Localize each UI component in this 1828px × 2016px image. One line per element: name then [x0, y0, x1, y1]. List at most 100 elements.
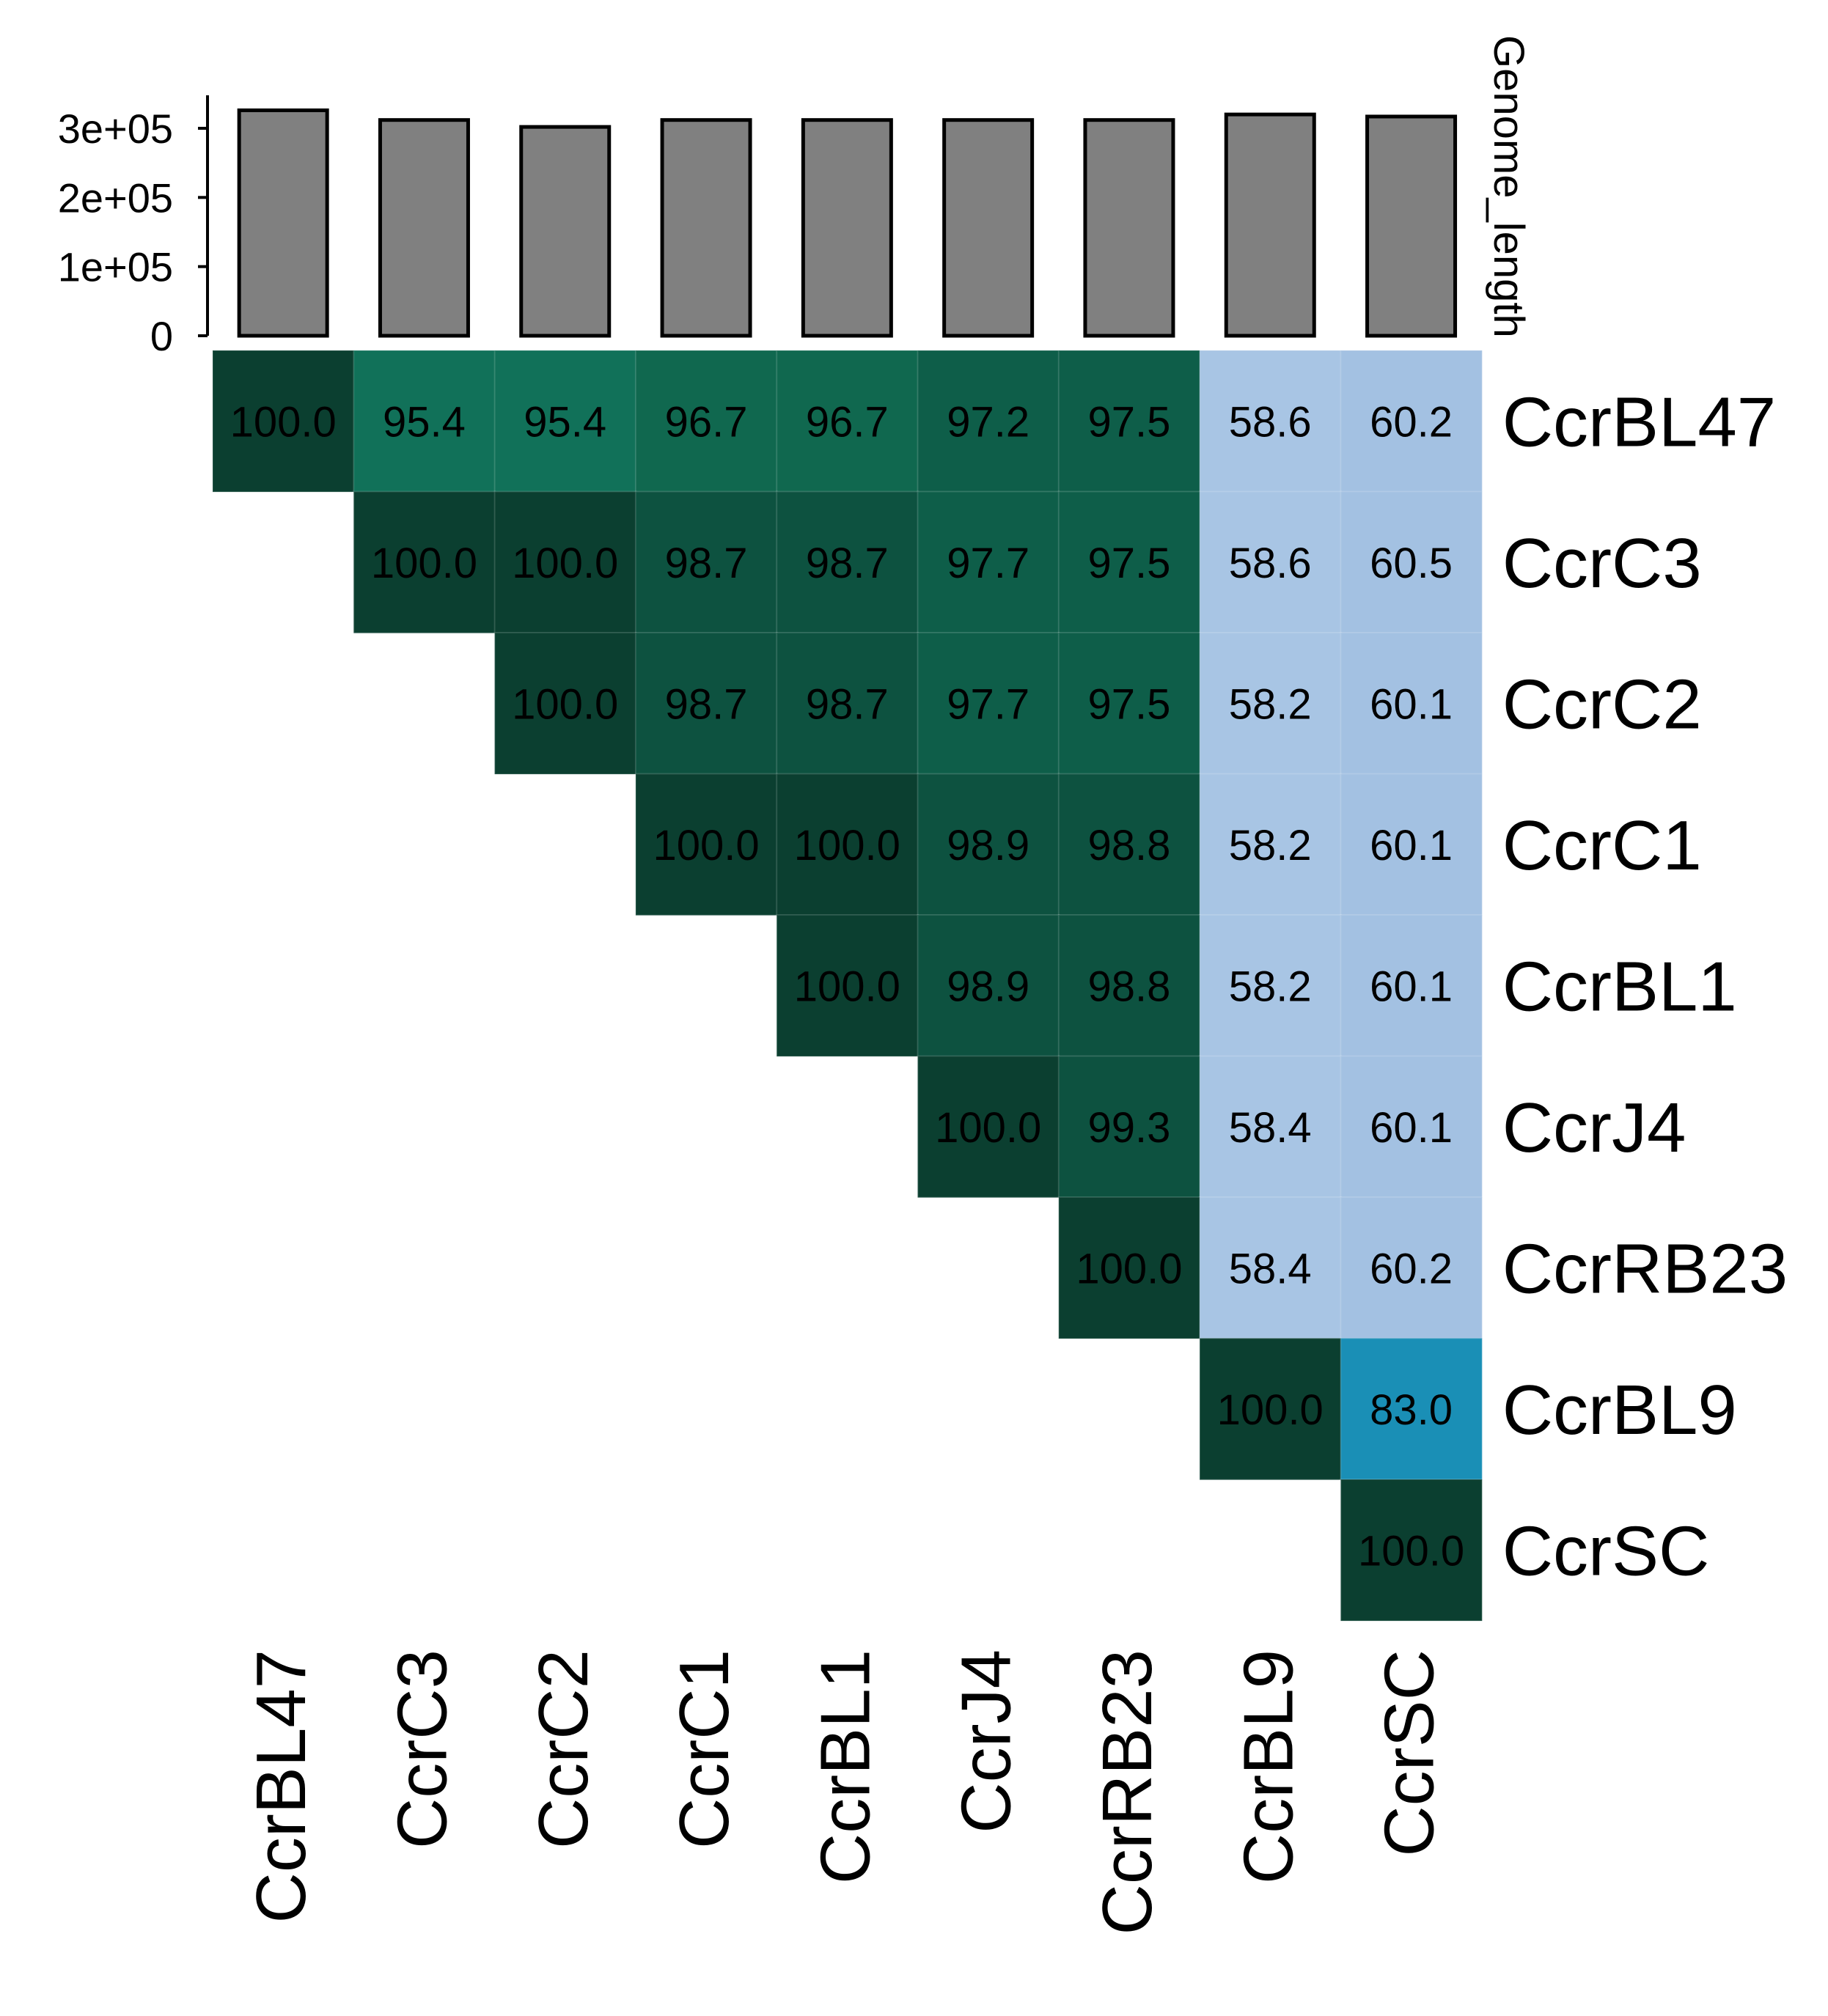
heatmap-cell [1057, 350, 1201, 493]
heatmap-cell [776, 350, 919, 493]
genome-length-bar [378, 118, 470, 338]
genome-length-bar [519, 125, 612, 338]
heatmap-cell-value: 58.2 [1229, 963, 1312, 1010]
heatmap-cell-value: 96.7 [806, 398, 889, 446]
heatmap-cell-value: 98.7 [806, 680, 889, 728]
genome-length-bar [660, 118, 752, 338]
heatmap-cell-value: 58.2 [1229, 822, 1312, 869]
heatmap-cell [1057, 490, 1201, 634]
heatmap-cell-value: 98.9 [947, 963, 1029, 1010]
heatmap-cell [1340, 632, 1483, 776]
genome-length-axis-title: Genome_length [1485, 35, 1532, 338]
heatmap-col-label: CcrSC [1370, 1649, 1449, 1857]
heatmap-cells: 100.0 95.4 95.4 96.7 96.7 97.2 97.5 58.6 60.2 100… [212, 350, 1483, 1622]
heatmap-cell-value: 58.6 [1229, 540, 1312, 587]
heatmap-col-label: CcrJ4 [947, 1649, 1026, 1833]
heatmap-cell [1340, 914, 1483, 1058]
heatmap-cell-value: 98.7 [806, 540, 889, 587]
heatmap-cell-value: 100.0 [935, 1104, 1041, 1152]
heatmap-cell-value: 60.1 [1370, 963, 1453, 1010]
heatmap-cell-value: 95.4 [524, 398, 606, 446]
heatmap-cell [1057, 773, 1201, 916]
heatmap-cell-value: 100.0 [230, 398, 337, 446]
heatmap-cell [1340, 773, 1483, 916]
heatmap-cell-value: 60.1 [1370, 822, 1453, 869]
heatmap-cell-value: 99.3 [1088, 1104, 1171, 1152]
genome-length-bar [942, 118, 1035, 338]
heatmap-cell-value: 97.5 [1088, 398, 1171, 446]
heatmap-cell [1199, 1337, 1342, 1481]
heatmap-cell-value: 96.7 [665, 398, 748, 446]
heatmap-cell-value: 100.0 [1358, 1527, 1464, 1575]
heatmap-cell-value: 60.2 [1370, 1245, 1453, 1292]
heatmap-row-label: CcrBL47 [1502, 383, 1777, 461]
heatmap-cell-value: 60.1 [1370, 680, 1453, 728]
heatmap-cell [1057, 632, 1201, 776]
heatmap-cell [634, 350, 778, 493]
heatmap-row-label: CcrJ4 [1502, 1089, 1686, 1167]
bar-tick-label: 2e+05 [58, 174, 173, 221]
heatmap-cell-value: 100.0 [1217, 1386, 1324, 1434]
heatmap-cell-value: 97.5 [1088, 680, 1171, 728]
heatmap-row-labels: CcrBL47 CcrC3 CcrC2 CcrC1 CcrBL1 CcrJ4 CcrRB23… [1502, 383, 1788, 1590]
heatmap-col-label: CcrRB23 [1088, 1649, 1167, 1935]
heatmap-col-labels: CcrBL47 CcrC3 CcrC2 CcrC1 CcrBL1 CcrJ4 CcrRB23… [242, 1649, 1448, 1935]
heatmap-cell [1199, 1055, 1342, 1199]
heatmap-cell [917, 350, 1060, 493]
genome-length-bar [1224, 112, 1316, 338]
heatmap-cell-value: 97.7 [947, 540, 1029, 587]
heatmap-cell-value: 98.8 [1088, 963, 1171, 1010]
heatmap-cell-value: 98.7 [665, 540, 748, 587]
heatmap-cell-value: 100.0 [371, 540, 477, 587]
heatmap-row-label: CcrBL9 [1502, 1371, 1737, 1449]
heatmap-col-label: CcrBL9 [1229, 1649, 1307, 1884]
heatmap-cell [1199, 1196, 1342, 1340]
heatmap-cell [1340, 1337, 1483, 1481]
heatmap-cell [1340, 1196, 1483, 1340]
heatmap-cell-value: 97.2 [947, 398, 1029, 446]
heatmap-row-label: CcrC2 [1502, 665, 1702, 743]
heatmap-cell-value: 98.9 [947, 822, 1029, 869]
genome-length-bar-panel: 0 1e+05 2e+05 3e+05 Genome_length [58, 35, 1532, 359]
heatmap-col-label: CcrC1 [665, 1649, 744, 1849]
heatmap-cell-value: 100.0 [512, 540, 618, 587]
heatmap-cell [493, 350, 637, 493]
heatmap-cell [212, 350, 355, 493]
genome-length-bar [801, 118, 893, 338]
heatmap-cell-value: 97.5 [1088, 540, 1171, 587]
heatmap-cell-value: 98.7 [665, 680, 748, 728]
heatmap-cell [1340, 490, 1483, 634]
bar-tick-label: 3e+05 [58, 106, 173, 152]
heatmap-cell [917, 490, 1060, 634]
heatmap-cell-value: 95.4 [383, 398, 466, 446]
heatmap-cell [917, 632, 1060, 776]
heatmap-cell [776, 773, 919, 916]
heatmap-col-label: CcrBL1 [806, 1649, 884, 1884]
bar-tick-label: 0 [150, 313, 173, 359]
heatmap-row-label: CcrC3 [1502, 524, 1702, 603]
heatmap-cell-value: 58.6 [1229, 398, 1312, 446]
heatmap-cell [776, 632, 919, 776]
genome-length-bar [237, 108, 329, 338]
heatmap-cell [1340, 350, 1483, 493]
heatmap-cell [493, 490, 637, 634]
heatmap-cell-value: 60.1 [1370, 1104, 1453, 1152]
heatmap-cell-value: 58.4 [1229, 1245, 1312, 1292]
heatmap-cell [1199, 632, 1342, 776]
heatmap-cell-value: 58.4 [1229, 1104, 1312, 1152]
heatmap-cell [634, 632, 778, 776]
heatmap-cell [493, 632, 637, 776]
heatmap-cell-value: 100.0 [653, 822, 759, 869]
heatmap-cell-value: 60.5 [1370, 540, 1453, 587]
heatmap-cell [917, 773, 1060, 916]
heatmap-cell-value: 100.0 [1076, 1245, 1182, 1292]
heatmap-row-label: CcrSC [1502, 1512, 1710, 1590]
heatmap-cell [1199, 914, 1342, 1058]
heatmap-row-label: CcrC1 [1502, 806, 1702, 885]
genome-length-bar [1083, 118, 1175, 338]
bar-y-axis-ticks: 0 1e+05 2e+05 3e+05 [58, 106, 208, 359]
heatmap-cell [353, 490, 496, 634]
heatmap-cell [1340, 1479, 1483, 1622]
heatmap-cell-value: 83.0 [1370, 1386, 1453, 1434]
bar-tick-label: 1e+05 [58, 244, 173, 290]
